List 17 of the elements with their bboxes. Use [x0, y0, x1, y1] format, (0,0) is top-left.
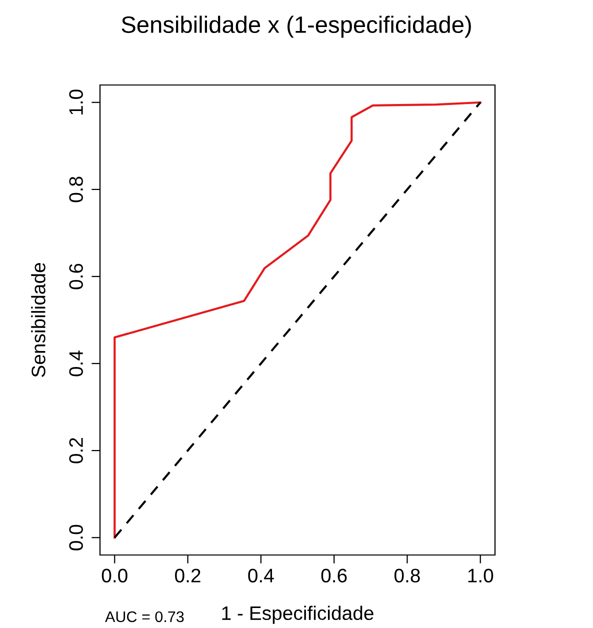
x-tick-label: 0.8	[394, 568, 420, 582]
y-tick-label: 0.0	[69, 524, 83, 550]
text: AUC = 0.73	[105, 611, 184, 622]
chart-title: Sensibilidade x (1-especificidade)	[122, 16, 471, 38]
y-tick-label: 0.2	[69, 438, 83, 464]
y-axis-title: Sensibilidade	[31, 263, 46, 377]
x-tick-label: 0.0	[102, 568, 128, 582]
x-tick-label: 0.6	[321, 568, 347, 582]
y-tick-label: 0.8	[69, 176, 83, 202]
x-axis-title: 1 - Especificidade	[222, 606, 374, 624]
x-tick-label: 0.2	[175, 568, 200, 582]
x-tick-label: 1.0	[468, 568, 494, 582]
y-tick-label: 0.4	[69, 350, 83, 376]
y-tick-label: 1.0	[69, 90, 83, 114]
y-tick-label: 0.6	[69, 264, 83, 290]
line-series	[114, 101, 482, 539]
x-tick-label: 0.4	[248, 568, 274, 582]
